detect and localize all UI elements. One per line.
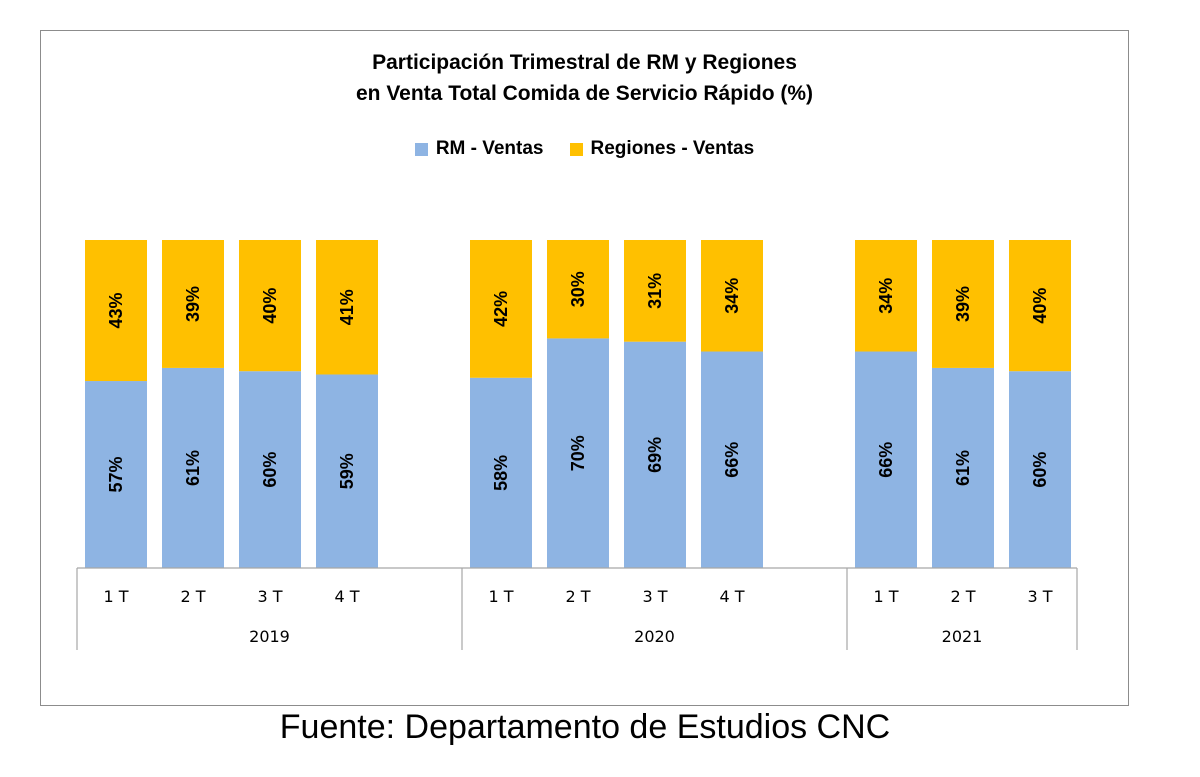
legend-swatch-regiones [569, 142, 583, 156]
bar-rm-2021-2T [932, 367, 994, 568]
bar-rm-2021-3T [1009, 371, 1071, 568]
x-tick-label-2019-2T: 2 T [180, 587, 205, 606]
data-label-regiones-2019-1T: 43% [106, 293, 126, 329]
data-label-rm-2020-1T: 58% [491, 455, 511, 491]
data-label-rm-2020-2T: 70% [568, 435, 588, 471]
legend-item-rm: RM - Ventas [414, 138, 544, 160]
x-tick-label-2019-3T: 3 T [257, 587, 282, 606]
bar-rm-2020-3T [624, 341, 686, 568]
bar-rm-2019-4T [316, 374, 378, 568]
bar-regiones-2020-4T [701, 240, 763, 352]
bar-rm-2020-1T [470, 377, 532, 568]
x-tick-label-2020-4T: 4 T [719, 587, 744, 606]
data-label-rm-2021-1T: 66% [876, 442, 896, 478]
data-label-regiones-2019-2T: 39% [183, 286, 203, 322]
bar-regiones-2019-2T [162, 240, 224, 368]
legend-label-regiones: Regiones - Ventas [590, 138, 755, 159]
chart-title: Participación Trimestral de RM y Regione… [40, 47, 1129, 109]
data-label-rm-2019-3T: 60% [260, 452, 280, 488]
x-tick-label-2019-4T: 4 T [334, 587, 359, 606]
data-label-rm-2019-4T: 59% [337, 453, 357, 489]
bar-regiones-2020-3T [624, 240, 686, 342]
x-tick-label-2021-2T: 2 T [950, 587, 975, 606]
legend-swatch-rm [414, 142, 428, 156]
x-group-label-2020: 2020 [634, 627, 675, 646]
bar-regiones-2021-3T [1009, 240, 1071, 372]
data-label-regiones-2020-2T: 30% [568, 271, 588, 307]
bar-regiones-2019-4T [316, 240, 378, 375]
bar-rm-2020-2T [547, 338, 609, 568]
bar-rm-2019-3T [239, 371, 301, 568]
chart-title-line-2: en Venta Total Comida de Servicio Rápido… [355, 82, 814, 105]
bar-rm-2019-2T [162, 367, 224, 568]
source-note: Fuente: Departamento de Estudios CNC [279, 708, 891, 746]
data-label-regiones-2019-3T: 40% [260, 288, 280, 324]
data-label-rm-2020-4T: 66% [722, 442, 742, 478]
bar-rm-2019-1T [85, 381, 147, 568]
bar-regiones-2019-1T [85, 240, 147, 382]
data-label-regiones-2020-4T: 34% [722, 278, 742, 314]
data-label-regiones-2021-3T: 40% [1030, 288, 1050, 324]
data-label-regiones-2019-4T: 41% [337, 289, 357, 325]
bar-regiones-2020-1T [470, 240, 532, 378]
bar-regiones-2019-3T [239, 240, 301, 372]
x-tick-label-2020-1T: 1 T [488, 587, 513, 606]
x-tick-label-2021-3T: 3 T [1027, 587, 1052, 606]
data-label-rm-2021-2T: 61% [953, 450, 973, 486]
chart-legend: RM - Ventas Regiones - Ventas [40, 138, 1129, 160]
legend-item-regiones: Regiones - Ventas [569, 138, 755, 160]
data-label-rm-2021-3T: 60% [1030, 452, 1050, 488]
bar-rm-2021-1T [855, 351, 917, 568]
x-tick-label-2019-1T: 1 T [103, 587, 128, 606]
x-group-label-2021: 2021 [942, 627, 983, 646]
data-label-regiones-2020-1T: 42% [491, 291, 511, 327]
chart-frame [40, 30, 1129, 706]
data-label-regiones-2020-3T: 31% [645, 273, 665, 309]
bar-regiones-2020-2T [547, 240, 609, 339]
chart-title-line-1: Participación Trimestral de RM y Regione… [372, 51, 797, 74]
x-tick-label-2020-3T: 3 T [642, 587, 667, 606]
data-label-regiones-2021-2T: 39% [953, 286, 973, 322]
bar-regiones-2021-2T [932, 240, 994, 368]
data-label-rm-2020-3T: 69% [645, 437, 665, 473]
legend-label-rm: RM - Ventas [435, 138, 544, 159]
x-tick-label-2020-2T: 2 T [565, 587, 590, 606]
data-label-regiones-2021-1T: 34% [876, 278, 896, 314]
bar-regiones-2021-1T [855, 240, 917, 352]
x-group-label-2019: 2019 [249, 627, 290, 646]
data-label-rm-2019-2T: 61% [183, 450, 203, 486]
x-tick-label-2021-1T: 1 T [873, 587, 898, 606]
bar-rm-2020-4T [701, 351, 763, 568]
data-label-rm-2019-1T: 57% [106, 457, 126, 493]
